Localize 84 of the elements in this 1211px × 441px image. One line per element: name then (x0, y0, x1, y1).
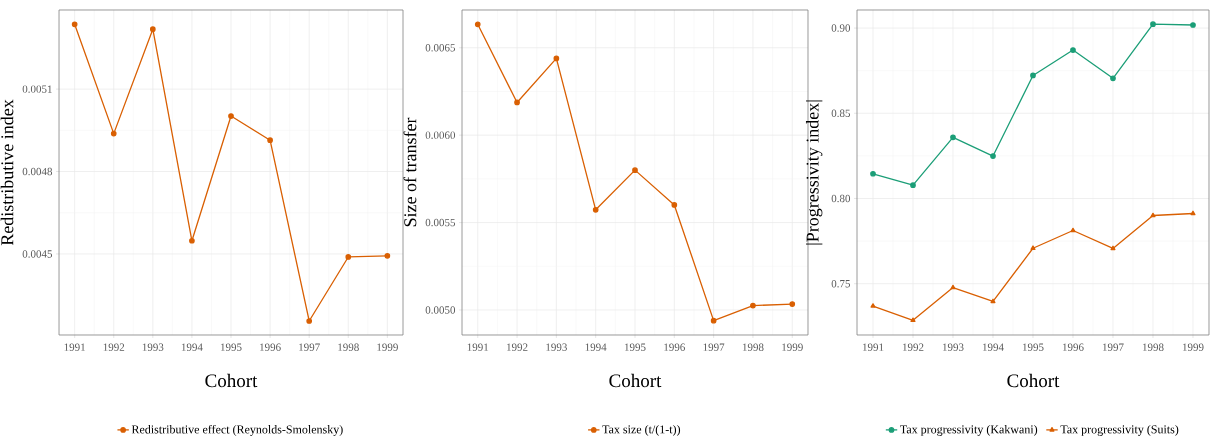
y-axis-title: |Progressivity index| (805, 100, 823, 245)
point (1190, 22, 1196, 28)
x-tick-label: 1998 (1142, 343, 1164, 351)
x-tick-label: 1996 (1062, 343, 1084, 351)
x-tick-label: 1992 (103, 343, 125, 351)
point (384, 253, 391, 259)
point (1150, 212, 1156, 218)
x-tick-label: 1995 (1022, 343, 1044, 351)
point (110, 130, 117, 137)
x-tick-label: 1997 (703, 343, 725, 351)
x-tick-label: 1996 (664, 343, 685, 351)
legend-label: Tax progressivity (Suits) (1060, 424, 1179, 436)
x-tick-label: 1995 (624, 343, 646, 351)
point (189, 237, 195, 244)
x-tick-label: 1991 (467, 343, 489, 351)
y-tick-label: 0.85 (831, 109, 851, 118)
y-tick-label: 0.0045 (22, 250, 53, 258)
x-tick-label: 1999 (377, 343, 398, 351)
y-axis-title: Redistributive index (0, 99, 14, 246)
point (1070, 227, 1076, 233)
point (71, 21, 78, 28)
point (750, 302, 756, 309)
x-tick-label: 1997 (1102, 343, 1124, 351)
x-tick-label: 1993 (142, 343, 164, 351)
x-tick-label: 1991 (862, 343, 884, 351)
point (1110, 245, 1116, 251)
x-tick-label: 1991 (64, 343, 85, 351)
legend-label: Redistributive effect (Reynolds-Smolensky) (131, 424, 343, 436)
point (1110, 75, 1116, 82)
point (474, 21, 481, 28)
x-tick-label: 1996 (260, 343, 281, 351)
point (514, 99, 520, 106)
point (910, 317, 916, 323)
point (553, 55, 560, 62)
y-tick-label: 0.0050 (425, 306, 456, 314)
point (671, 202, 678, 208)
x-tick-label: 1999 (1182, 343, 1204, 351)
x-tick-label: 1998 (338, 343, 359, 351)
point (789, 301, 796, 307)
y-tick-label: 0.75 (831, 279, 851, 288)
point (345, 254, 352, 260)
y-tick-label: 0.0065 (425, 44, 456, 52)
y-axis-title: Size of transfer (403, 117, 417, 227)
y-tick-label: 0.0051 (22, 85, 52, 93)
point (149, 26, 156, 33)
x-axis-title: Cohort (1007, 373, 1060, 388)
x-tick-label: 1992 (507, 343, 528, 351)
point (267, 137, 273, 144)
point (990, 153, 996, 159)
x-tick-label: 1994 (585, 343, 607, 351)
x-tick-label: 1994 (181, 343, 203, 351)
point (870, 170, 876, 177)
x-axis-title: Cohort (205, 373, 258, 388)
y-tick-label: 0.90 (831, 24, 851, 32)
x-tick-label: 1992 (902, 343, 924, 351)
y-tick-label: 0.0048 (22, 167, 53, 176)
point (910, 182, 916, 189)
point (306, 318, 313, 324)
y-tick-label: 0.0055 (425, 218, 456, 227)
point (950, 284, 956, 290)
y-tick-label: 0.80 (831, 194, 851, 203)
point (1190, 210, 1196, 216)
legend-label: Tax size (t/(1-t)) (602, 424, 681, 436)
x-tick-label: 1995 (220, 343, 242, 351)
point (950, 134, 956, 141)
x-tick-label: 1993 (942, 343, 964, 351)
point (870, 303, 876, 308)
point (228, 113, 234, 119)
x-tick-label: 1994 (982, 343, 1004, 351)
x-tick-label: 1993 (546, 343, 567, 351)
legend-label: Tax progressivity (Kakwani) (900, 424, 1038, 436)
point (1030, 72, 1036, 79)
x-tick-label: 1998 (742, 343, 764, 351)
x-tick-label: 1999 (782, 343, 803, 351)
point (1070, 47, 1076, 53)
x-tick-label: 1997 (299, 343, 320, 351)
point (710, 317, 717, 324)
point (632, 167, 638, 173)
x-axis-title: Cohort (609, 373, 662, 388)
point (990, 298, 996, 304)
point (1150, 21, 1156, 27)
point (592, 206, 599, 213)
point (1030, 245, 1036, 250)
y-tick-label: 0.0060 (425, 131, 456, 139)
